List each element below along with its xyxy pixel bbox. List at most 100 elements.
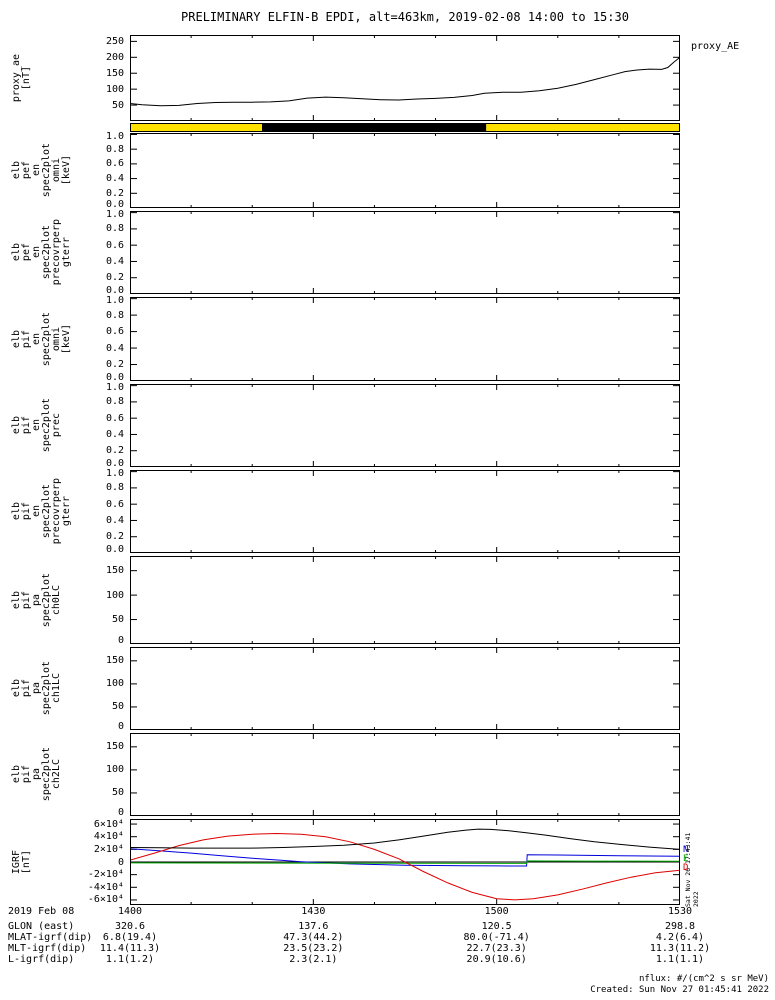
y-tick-label: 0 bbox=[117, 807, 124, 818]
y-tick-label: 0.8 bbox=[105, 396, 124, 408]
y-tick-label: 0.4 bbox=[105, 255, 124, 267]
panel-border bbox=[130, 35, 680, 121]
panel-elb-pif-pa-ch0lc: elb pif pa spec2plot ch0LC 0 50 100 150 bbox=[0, 556, 775, 646]
y-tick-label: 0.8 bbox=[105, 309, 124, 321]
y-axis-title-word: gterr bbox=[61, 237, 72, 268]
science-zone-segment bbox=[486, 123, 680, 132]
y-axis-title: elb pif pa spec2plot ch0LC bbox=[11, 556, 84, 644]
y-tick-label: 2×10⁴ bbox=[93, 843, 124, 855]
footer-value: 2.3(2.1) bbox=[289, 954, 338, 965]
side-timestamp: Sat Nov 26 17:43:41 2022 bbox=[684, 832, 700, 907]
plot-title: PRELIMINARY ELFIN-B EPDI, alt=463km, 201… bbox=[181, 10, 629, 24]
y-tick-labels: 50 100 150 200 250 bbox=[84, 35, 126, 121]
footer-value: 80.0(-71.4) bbox=[463, 932, 530, 943]
series-line-N bbox=[130, 848, 680, 867]
y-axis-title-word: ch1LC bbox=[51, 673, 62, 704]
footer-value: 11.4(11.3) bbox=[99, 943, 161, 954]
y-tick-label: 0 bbox=[117, 635, 124, 646]
y-tick-label: 100 bbox=[105, 678, 124, 690]
y-tick-label: 150 bbox=[105, 741, 124, 753]
panel-border bbox=[130, 297, 680, 381]
spec-panel-svg bbox=[130, 133, 680, 208]
y-tick-label: 1.0 bbox=[105, 468, 124, 479]
panel-border bbox=[130, 819, 680, 905]
y-tick-label: 250 bbox=[105, 35, 124, 47]
y-tick-label: 1.0 bbox=[105, 131, 124, 142]
y-tick-label: 100 bbox=[105, 83, 124, 95]
y-tick-label: 150 bbox=[105, 67, 124, 79]
y-axis-title-word: gterr bbox=[61, 496, 72, 527]
footer-row-label: MLT-igrf(dip) bbox=[8, 943, 87, 954]
footer-row-label: GLON (east) bbox=[8, 921, 75, 932]
y-tick-label: 0.2 bbox=[105, 445, 124, 457]
flux-units-note: nflux: #/(cm^2 s sr MeV) bbox=[638, 974, 769, 984]
series-line-B bbox=[130, 828, 680, 850]
panel-proxy-ae: proxy_ae [nT] 50 100 150 200 250 bbox=[0, 35, 775, 121]
y-tick-label: 50 bbox=[111, 701, 124, 713]
panel-border bbox=[130, 733, 680, 816]
y-axis-title: elb pif pa spec2plot ch1LC bbox=[11, 647, 84, 730]
x-tick-label: 1400 bbox=[117, 906, 143, 917]
panel-border bbox=[130, 647, 680, 730]
y-tick-label: 0.4 bbox=[105, 173, 124, 185]
y-tick-label: 0.4 bbox=[105, 342, 124, 354]
panel-border bbox=[130, 470, 680, 553]
y-tick-label: -6×10⁴ bbox=[87, 894, 124, 906]
y-tick-label: 0.0 bbox=[105, 199, 124, 210]
proxy-ae-plot-svg bbox=[130, 35, 680, 121]
igrf-legend-letter-D: D bbox=[683, 863, 689, 873]
y-tick-label: 0.6 bbox=[105, 239, 124, 251]
pa-panel-svg bbox=[130, 733, 680, 816]
y-axis-title: elb pif pa spec2plot ch2LC bbox=[11, 733, 84, 816]
spec-panel-svg bbox=[130, 297, 680, 381]
footer-value: 23.5(23.2) bbox=[283, 943, 344, 954]
footer-value: 11.3(11.2) bbox=[649, 943, 711, 954]
y-tick-label: 0 bbox=[117, 856, 124, 868]
panel-elb-pif-pa-ch2lc: elb pif pa spec2plot ch2LC 0 50 100 150 bbox=[0, 733, 775, 818]
date-label: 2019 Feb 08 bbox=[8, 906, 75, 917]
footer-row: L-igrf(dip) 1.1(1.2) 2.3(2.1) 20.9(10.6) 1.1… bbox=[0, 954, 775, 965]
y-tick-label: 150 bbox=[105, 655, 124, 667]
y-tick-label: 0.0 bbox=[105, 458, 124, 469]
footer-value: 1.1(1.2) bbox=[105, 954, 155, 965]
footer-row: MLT-igrf(dip) 11.4(11.3) 23.5(23.2) 22.7(23… bbox=[0, 943, 775, 954]
footer-row-label: MLAT-igrf(dip) bbox=[8, 932, 93, 943]
y-tick-label: 0.2 bbox=[105, 187, 124, 199]
x-axis-labels: 2019 Feb 08 1400 1430 1500 1530 bbox=[0, 906, 775, 918]
y-tick-label: 6×10⁴ bbox=[93, 818, 124, 830]
y-tick-label: 0 bbox=[117, 721, 124, 732]
y-tick-label: 0.6 bbox=[105, 412, 124, 424]
series-line-proxy_AE bbox=[130, 56, 680, 107]
y-tick-label: 1.0 bbox=[105, 382, 124, 393]
panel-elb-pif-en-precovrperp-gterr: elb pif en spec2plot precovrperp gterr 0.0 0.2… bbox=[0, 468, 775, 555]
panel-elb-pef-en-omni: elb pef en spec2plot omni [keV] 0.0 0.2 0.4 0.6 0… bbox=[0, 131, 775, 210]
x-tick-label: 1430 bbox=[301, 906, 326, 917]
y-tick-labels: 0 50 100 150 bbox=[84, 556, 126, 646]
y-tick-label: -4×10⁴ bbox=[87, 881, 124, 893]
x-tick-label: 1530 bbox=[667, 906, 693, 917]
y-tick-labels: 0.0 0.2 0.4 0.6 0.8 1.0 bbox=[84, 131, 126, 210]
panel-elb-pif-en-prec: elb pif en spec2plot prec 0.0 0.2 0.4 0.6 0.8 1.0 bbox=[0, 382, 775, 469]
footer-value: 120.5 bbox=[481, 921, 512, 932]
spec-panel-svg bbox=[130, 470, 680, 553]
footer-row: MLAT-igrf(dip) 6.8(19.4) 47.3(44.2) 80.0(-7… bbox=[0, 932, 775, 943]
science-zone-bar bbox=[0, 123, 775, 132]
y-axis-title-word: [nT] bbox=[21, 65, 32, 91]
pa-panel-svg bbox=[130, 647, 680, 730]
y-axis-title: elb pef en spec2plot precovrperp gterr bbox=[11, 211, 84, 294]
series-line-E bbox=[130, 860, 680, 864]
y-tick-label: 4×10⁴ bbox=[93, 831, 124, 843]
y-tick-label: 0.8 bbox=[105, 143, 124, 155]
y-tick-label: 100 bbox=[105, 764, 124, 776]
proxy-ae-right-label: proxy_AE bbox=[691, 41, 740, 52]
y-axis-title: proxy_ae [nT] bbox=[11, 35, 84, 121]
spec-panel-svg bbox=[130, 211, 680, 294]
x-tick-label: 1500 bbox=[484, 906, 509, 917]
footer-value: 320.6 bbox=[114, 921, 146, 932]
y-axis-title: elb pif en spec2plot prec bbox=[11, 384, 84, 467]
y-tick-label: 1.0 bbox=[105, 209, 124, 220]
footer-value: 4.2(6.4) bbox=[655, 932, 705, 943]
y-axis-title-word: [keV] bbox=[61, 323, 72, 355]
